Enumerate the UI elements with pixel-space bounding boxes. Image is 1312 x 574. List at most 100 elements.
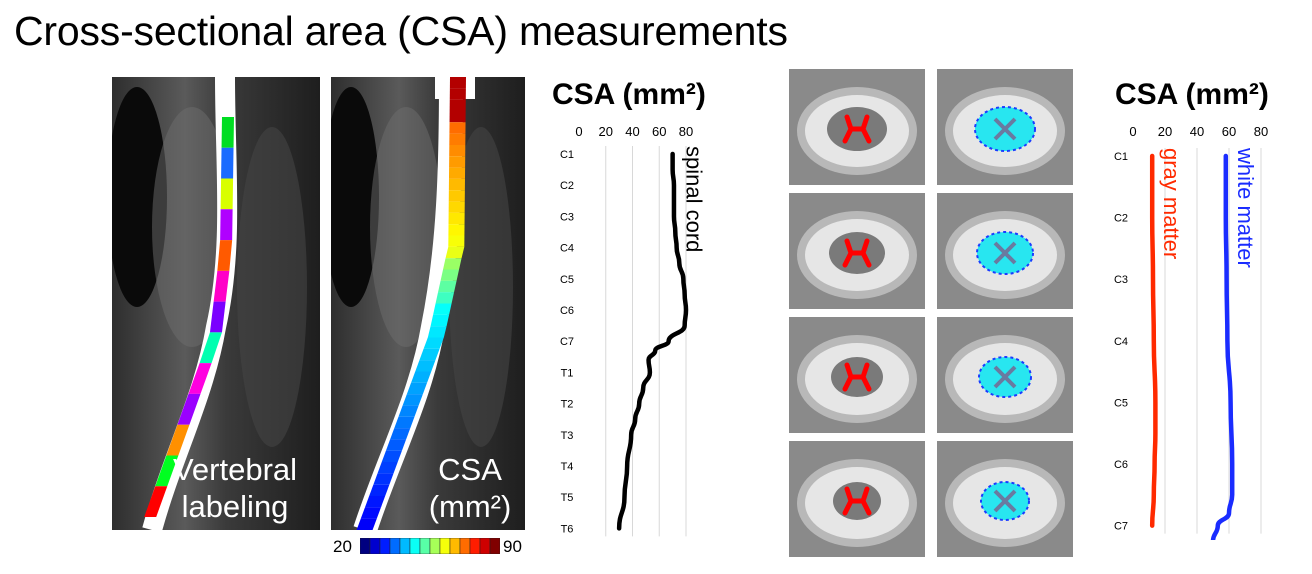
vertebral-segment xyxy=(221,117,234,148)
csa-map-caption: CSA (mm²) xyxy=(415,451,525,525)
page-title: Cross-sectional area (CSA) measurements xyxy=(14,8,788,54)
mri-csa-map-panel xyxy=(331,77,525,530)
csa-segment xyxy=(369,484,390,497)
x-tick-label: 20 xyxy=(1158,124,1172,139)
csa-segment xyxy=(448,167,466,179)
axial-slices-grid xyxy=(789,69,1073,559)
csa-segment xyxy=(449,77,466,89)
vertebral-segment xyxy=(220,178,234,210)
colorbar xyxy=(360,538,500,554)
x-tick-label: 80 xyxy=(679,124,693,139)
colorbar-cell xyxy=(469,538,481,554)
colorbar-cell xyxy=(389,538,401,554)
level-label: C2 xyxy=(1114,213,1128,225)
csa-segment xyxy=(443,258,462,270)
csa-caption-line1: CSA xyxy=(438,452,502,487)
csa-segment xyxy=(360,507,381,519)
csa-segment xyxy=(394,416,415,429)
chart1-title: CSA (mm²) xyxy=(552,78,706,111)
csa-segment xyxy=(398,405,419,417)
x-tick-label: 40 xyxy=(625,124,639,139)
vertebral-segment xyxy=(166,424,190,456)
x-tick-label: 0 xyxy=(575,124,582,139)
vertebral-color-segments xyxy=(144,117,234,517)
gm-wm-csa-chart: 0 20 40 60 80 C1 C2 C3 C4 C5 C6 C7 gray matter white … xyxy=(1114,124,1268,540)
csa-segment xyxy=(390,428,411,440)
series-label: white matter xyxy=(1233,147,1258,268)
series-line-white-matter xyxy=(1210,153,1235,540)
x-tick-label: 20 xyxy=(599,124,613,139)
axial-slice-gray-matter xyxy=(789,193,925,309)
vertebral-segment xyxy=(209,301,226,333)
csa-segment xyxy=(356,518,377,530)
chart2-title: CSA (mm²) xyxy=(1115,78,1269,111)
colorbar-cell xyxy=(360,538,371,554)
colorbar-cell xyxy=(449,538,461,554)
level-label: C2 xyxy=(560,180,574,192)
colorbar-cell xyxy=(379,538,391,554)
colorbar-cell xyxy=(409,538,421,554)
level-label: C7 xyxy=(1114,521,1128,533)
csa-segment xyxy=(435,292,455,304)
colorbar-cell xyxy=(459,538,471,554)
csa-segment xyxy=(440,269,460,281)
csa-segment xyxy=(430,314,450,327)
vertebral-segment xyxy=(177,393,201,425)
csa-segment xyxy=(448,190,465,202)
level-label: C5 xyxy=(560,274,574,286)
axial-slice-white-matter xyxy=(937,441,1073,557)
level-label: C4 xyxy=(560,243,574,255)
colorbar-cell xyxy=(369,538,381,554)
csa-segment xyxy=(445,246,465,259)
level-label: C7 xyxy=(560,336,574,348)
csa-segment xyxy=(448,224,465,236)
csa-segment xyxy=(449,110,466,123)
csa-segment xyxy=(449,99,466,111)
axial-slice-gray-matter xyxy=(789,441,925,557)
vertebral-segment xyxy=(213,270,230,302)
csa-segment xyxy=(411,371,432,383)
level-label: C6 xyxy=(1114,459,1128,471)
series-label: gray matter xyxy=(1159,148,1184,259)
axial-slice-white-matter xyxy=(937,317,1073,433)
vertebral-caption-line1: Vertebral xyxy=(172,452,298,487)
colorbar-max-label: 90 xyxy=(503,537,522,556)
vertebral-segment xyxy=(144,486,168,517)
csa-color-segments xyxy=(356,77,466,530)
csa-segment xyxy=(419,348,440,361)
colorbar-cell xyxy=(479,538,491,554)
csa-segment xyxy=(438,280,457,293)
csa-segment xyxy=(449,122,466,134)
colorbar-cell xyxy=(439,538,451,554)
level-label: T1 xyxy=(561,367,574,379)
colorbar-min-label: 20 xyxy=(333,537,352,556)
csa-segment xyxy=(433,303,452,315)
level-label: T5 xyxy=(561,492,574,504)
csa-segment xyxy=(448,212,465,225)
csa-segment xyxy=(377,462,398,474)
csa-segment xyxy=(406,382,428,395)
vertebral-caption-line2: labeling xyxy=(181,489,289,524)
level-label: T3 xyxy=(561,430,574,442)
vertebral-segment xyxy=(199,332,222,364)
level-label: C3 xyxy=(1114,274,1128,286)
csa-segment xyxy=(364,496,386,508)
level-label: C1 xyxy=(1114,151,1128,163)
csa-segment xyxy=(448,178,465,191)
csa-segment xyxy=(449,156,466,168)
x-tick-label: 0 xyxy=(1129,124,1136,139)
series-label: spinal cord xyxy=(682,146,707,252)
vertebral-segment xyxy=(220,209,233,241)
axial-slice-gray-matter xyxy=(789,317,925,433)
x-tick-label: 80 xyxy=(1254,124,1268,139)
level-label: C3 xyxy=(560,211,574,223)
vertebral-segment xyxy=(188,363,212,394)
csa-segment xyxy=(423,337,444,349)
axial-slice-gray-matter xyxy=(789,69,925,185)
series-line-spinal-cord xyxy=(616,151,689,531)
csa-segment xyxy=(385,439,407,451)
csa-segment xyxy=(449,144,466,157)
colorbar-cell xyxy=(419,538,431,554)
csa-segment xyxy=(402,394,423,406)
vertebral-segment xyxy=(155,455,179,487)
